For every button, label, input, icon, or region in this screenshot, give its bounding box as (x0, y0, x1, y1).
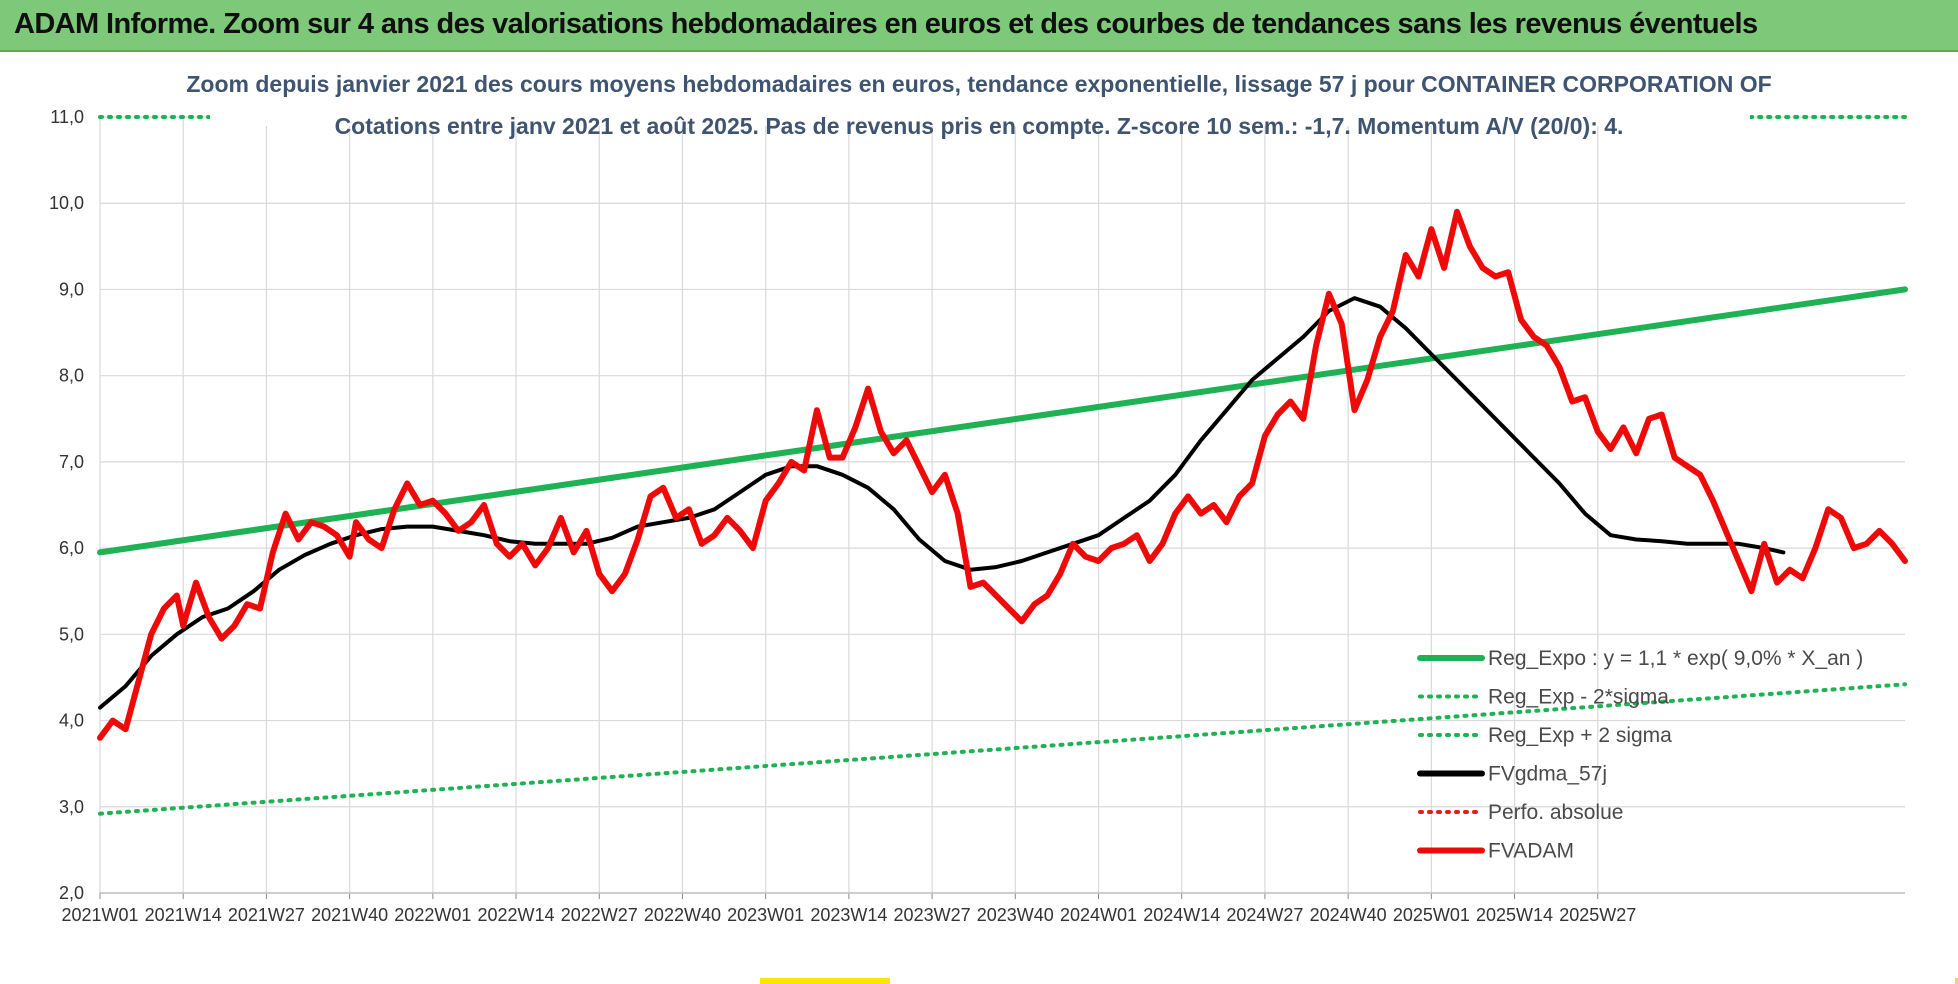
banner-title: ADAM Informe. Zoom sur 4 ans des valoris… (14, 8, 1758, 40)
x-tick-label: 2022W14 (478, 905, 555, 925)
x-tick-label: 2024W27 (1226, 905, 1303, 925)
x-tick-label: 2023W01 (727, 905, 804, 925)
x-tick-label: 2023W40 (977, 905, 1054, 925)
legend-label: FVgdma_57j (1488, 763, 1607, 786)
x-tick-label: 2022W01 (394, 905, 471, 925)
series-line-reg-expo-y-1-1-exp-9-0-x-an (97, 286, 1908, 556)
x-tick-label: 2024W40 (1310, 905, 1387, 925)
chart: 2,0 3,0 4,0 5,0 6,0 7,0 8,0 9,0 10,0 11,0 2021W01 2… (0, 52, 1958, 978)
y-tick-label: 6,0 (59, 538, 84, 558)
x-tick-label: 2024W14 (1143, 905, 1220, 925)
legend-label: Reg_Expo : y = 1,1 * exp( 9,0% * X_an ) (1488, 647, 1863, 670)
chart-title-line1: Zoom depuis janvier 2021 des cours moyen… (186, 71, 1771, 97)
chart-title-line2: Cotations entre janv 2021 et août 2025. … (335, 113, 1624, 139)
x-tick-label: 2024W01 (1060, 905, 1137, 925)
series-line-fvgdma-57j (98, 296, 1786, 710)
x-tick-label: 2023W27 (894, 905, 971, 925)
x-tick-label: 2021W14 (145, 905, 222, 925)
series-line-fvadam (97, 208, 1908, 741)
y-tick-label: 4,0 (59, 711, 84, 731)
legend-label: Perfo. absolue (1488, 801, 1623, 824)
y-tick-label: 11,0 (50, 107, 84, 127)
y-tick-label: 3,0 (59, 797, 84, 817)
x-tick-label: 2022W27 (561, 905, 638, 925)
x-tick-label: 2021W01 (61, 905, 138, 925)
chart-axes: 2,0 3,0 4,0 5,0 6,0 7,0 8,0 9,0 10,0 11,0 2021W01 2… (49, 107, 1905, 925)
x-tick-label: 2023W14 (810, 905, 887, 925)
y-tick-label: 2,0 (59, 883, 84, 903)
bottom-accent-bar (760, 978, 890, 984)
x-tick-label: 2022W40 (644, 905, 721, 925)
chart-background (0, 52, 1958, 978)
x-tick-label: 2025W14 (1476, 905, 1553, 925)
y-tick-label: 10,0 (49, 193, 84, 213)
y-tick-label: 5,0 (59, 624, 84, 644)
y-tick-label: 9,0 (59, 279, 84, 299)
report-banner: ADAM Informe. Zoom sur 4 ans des valoris… (0, 0, 1958, 52)
chart-legend: Reg_Expo : y = 1,1 * exp( 9,0% * X_an ) R… (1417, 647, 1863, 863)
legend-label: Reg_Exp - 2*sigma (1488, 686, 1669, 709)
y-tick-label: 8,0 (59, 366, 84, 386)
legend-label: FVADAM (1488, 840, 1574, 863)
x-tick-label: 2025W27 (1559, 905, 1636, 925)
subtitle-backdrop (210, 52, 1750, 126)
chart-grid (99, 116, 1905, 894)
x-tick-label: 2021W27 (228, 905, 305, 925)
x-tick-label: 2021W40 (311, 905, 388, 925)
legend-label: Reg_Exp + 2 sigma (1488, 724, 1672, 747)
y-tick-label: 7,0 (59, 452, 84, 472)
x-tick-label: 2025W01 (1393, 905, 1470, 925)
